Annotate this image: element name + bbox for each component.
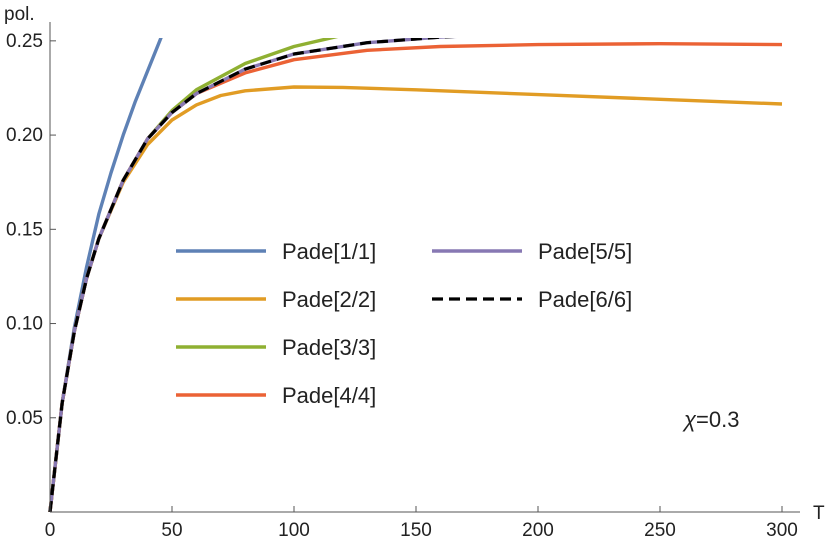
y-tick-label: 0.05 <box>6 408 43 429</box>
legend-label: Pade[6/6] <box>538 287 632 312</box>
legend-label: Pade[3/3] <box>282 335 376 360</box>
legend-label: Pade[1/1] <box>282 239 376 264</box>
x-tick-label: 100 <box>278 520 310 541</box>
y-tick-label: 0.15 <box>6 219 43 240</box>
axes: 0 50 100 150 200 250 300 0.050.100.150.200.25 … <box>4 4 825 541</box>
y-tick-label: 0.25 <box>6 31 43 52</box>
x-axis-title: T <box>813 503 825 524</box>
legend-label: Pade[5/5] <box>538 239 632 264</box>
x-ticks: 0 50 100 150 200 250 300 <box>45 506 798 541</box>
legend-label: Pade[4/4] <box>282 383 376 408</box>
y-axis-title: pol. <box>4 4 35 25</box>
series-line-pade-1-1 <box>48 38 163 512</box>
x-tick-label: 300 <box>766 520 798 541</box>
legend-label: Pade[2/2] <box>282 287 376 312</box>
x-tick-label: 0 <box>45 520 56 541</box>
series-line-pade-4-4 <box>48 42 783 512</box>
y-tick-label: 0.10 <box>6 314 43 335</box>
chi-value: =0.3 <box>696 407 739 432</box>
series-layer <box>48 38 783 512</box>
legend: Pade[1/1] Pade[2/2] Pade[3/3] Pade[4/4] Pade… <box>176 239 632 408</box>
y-tick-label: 0.20 <box>6 125 43 146</box>
series-line-pade-3-3 <box>48 38 339 512</box>
chi-annotation: χ=0.3 <box>682 407 739 432</box>
series-line-pade-2-2 <box>48 85 783 512</box>
x-tick-label: 150 <box>400 520 432 541</box>
y-ticks: 0.05 0.10 0.15 0.20 0.25 <box>6 31 56 429</box>
x-tick-label: 200 <box>522 520 554 541</box>
series-line-pade-6-6 <box>48 38 455 512</box>
x-tick-label: 250 <box>644 520 676 541</box>
x-tick-label: 50 <box>161 520 182 541</box>
chi-symbol: χ <box>682 407 697 432</box>
